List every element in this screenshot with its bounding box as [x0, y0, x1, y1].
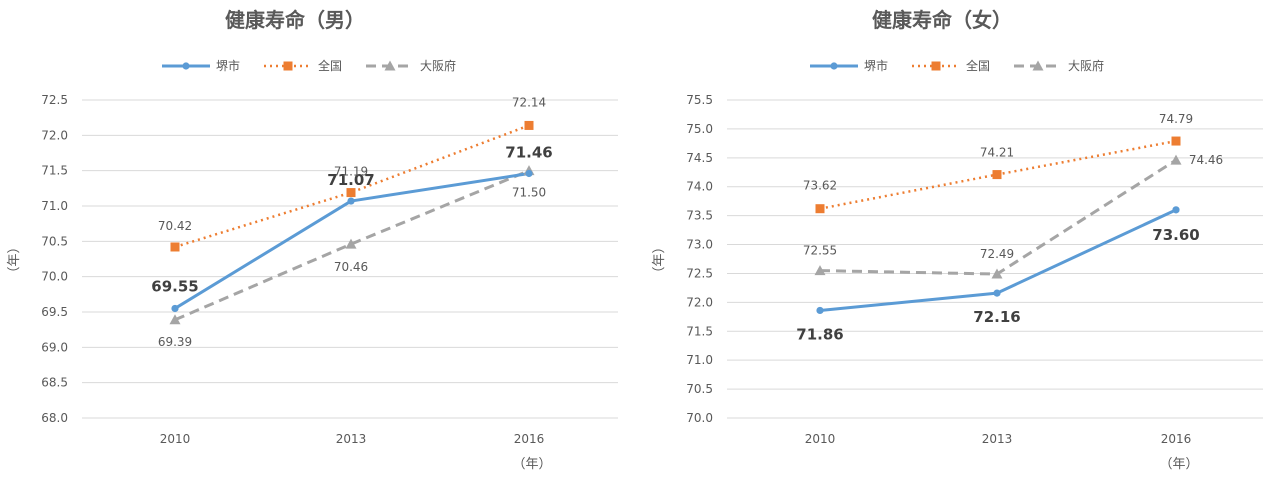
chart-2-point-sakai-2010	[816, 306, 824, 315]
chart-1-y-tick-label: 71.5	[41, 164, 68, 178]
chart-1-x-tick-label: 2016	[514, 432, 545, 446]
chart-2-legend-label-zenkoku: 全国	[966, 58, 990, 73]
chart-2-point-sakai-2013	[993, 289, 1001, 297]
chart-2-y-tick-label: 74.5	[686, 151, 713, 165]
chart-1-data-label-osaka-2016: 71.50	[512, 186, 546, 200]
chart-2-data-label-zenkoku-2016: 74.79	[1159, 112, 1193, 126]
chart-2-y-tick-label: 72.5	[686, 266, 713, 280]
chart-1-data-label-sakai-2016: 71.46	[505, 143, 552, 161]
chart-2-legend-marker-sakai	[830, 62, 838, 70]
chart-1-y-tick-label: 70.5	[41, 234, 68, 248]
chart-1-point-sakai-2013	[347, 197, 355, 205]
chart-1-legend-marker-sakai	[182, 62, 190, 70]
chart-1-point-sakai-2016	[525, 169, 533, 178]
chart-2-title: 健康寿命（女）	[872, 8, 1012, 32]
chart-2-legend-marker-zenkoku	[931, 61, 941, 71]
chart-1-data-label-sakai-2010: 69.55	[151, 277, 198, 295]
chart-1-point-osaka-2010	[169, 314, 181, 325]
chart-2-point-osaka-2013	[991, 268, 1003, 279]
chart-1-title: 健康寿命（男）	[225, 8, 365, 32]
chart-1-y-tick-label: 68.5	[41, 376, 68, 390]
chart-2-y-tick-label: 74.0	[686, 180, 713, 194]
chart-2-legend-label-sakai: 堺市	[864, 58, 888, 73]
chart-2-y-tick-label: 70.5	[686, 382, 713, 396]
chart-2-x-axis-label: （年）	[1159, 457, 1198, 472]
chart-1-series-line-zenkoku	[174, 124, 530, 249]
chart-2-y-tick-label: 71.0	[686, 353, 713, 367]
chart-2-data-label-zenkoku-2013: 74.21	[980, 146, 1014, 160]
chart-1-x-tick-label: 2010	[160, 432, 191, 446]
chart-2-y-tick-label: 73.0	[686, 238, 713, 252]
chart-1-data-label-osaka-2013: 70.46	[334, 260, 368, 274]
chart-1-data-label-zenkoku-2016: 72.14	[512, 95, 546, 109]
chart-1-point-zenkoku-2010	[170, 242, 180, 252]
chart-2-point-osaka-2016	[1170, 154, 1182, 165]
chart-2-point-osaka-2010	[814, 265, 826, 276]
chart-2-y-tick-label: 71.5	[686, 324, 713, 338]
chart-1-point-zenkoku-2013	[346, 188, 356, 198]
chart-1-x-tick-label: 2013	[336, 432, 367, 446]
chart-1-data-label-sakai-2013: 71.07	[327, 171, 374, 189]
chart-2-y-axis-label: （年）	[652, 240, 667, 279]
chart-2-point-zenkoku-2013	[992, 170, 1002, 180]
chart-2-y-tick-label: 70.0	[686, 411, 713, 425]
chart-1-data-label-zenkoku-2010: 70.42	[158, 219, 192, 233]
chart-2-data-label-sakai-2013: 72.16	[973, 308, 1020, 326]
chart-1-x-axis-label: （年）	[512, 457, 551, 472]
chart-1-legend-label-zenkoku: 全国	[318, 58, 342, 73]
chart-1-point-zenkoku-2016	[524, 120, 534, 130]
chart-2-data-label-sakai-2010: 71.86	[796, 325, 843, 343]
chart-2-data-label-zenkoku-2010: 73.62	[803, 179, 837, 193]
chart-2-y-tick-label: 75.5	[686, 93, 713, 107]
chart-2-point-zenkoku-2010	[815, 204, 825, 214]
chart-1-data-label-zenkoku-2013: 71.19	[334, 165, 368, 179]
chart-1-y-tick-label: 69.0	[41, 340, 68, 354]
chart-1-y-tick-label: 71.0	[41, 199, 68, 213]
chart-2-point-zenkoku-2016	[1171, 136, 1181, 146]
chart-2-x-tick-label: 2013	[982, 432, 1013, 446]
chart-1-y-tick-label: 72.0	[41, 128, 68, 142]
chart-2-y-tick-label: 73.5	[686, 209, 713, 223]
chart-1-y-tick-label: 70.0	[41, 270, 68, 284]
chart-1-legend-marker-osaka	[384, 60, 396, 71]
chart-2-legend-marker-osaka	[1032, 60, 1044, 71]
chart-2-data-label-osaka-2010: 72.55	[803, 244, 837, 258]
chart-1-legend-label-osaka: 大阪府	[420, 58, 456, 73]
chart-2-legend-label-osaka: 大阪府	[1068, 58, 1104, 73]
chart-2-data-label-osaka-2013: 72.49	[980, 247, 1014, 261]
chart-1-y-tick-label: 72.5	[41, 93, 68, 107]
chart-2-y-tick-label: 75.0	[686, 122, 713, 136]
chart-1-legend-label-sakai: 堺市	[216, 58, 240, 73]
chart-1-point-osaka-2013	[345, 238, 357, 249]
chart-1-y-axis-label: （年）	[7, 240, 22, 279]
chart-2-x-tick-label: 2016	[1161, 432, 1192, 446]
chart-1-legend-marker-zenkoku	[283, 61, 293, 71]
chart-1-y-tick-label: 68.0	[41, 411, 68, 425]
chart-2-data-label-sakai-2016: 73.60	[1152, 226, 1199, 244]
chart-2-data-label-osaka-2016: 74.46	[1189, 153, 1223, 167]
chart-2-point-sakai-2016	[1172, 206, 1180, 214]
chart-2-x-tick-label: 2010	[805, 432, 836, 446]
chart-2-y-tick-label: 72.0	[686, 295, 713, 309]
chart-1-point-sakai-2010	[171, 304, 179, 313]
chart-1-y-tick-label: 69.5	[41, 305, 68, 319]
chart-1-data-label-osaka-2010: 69.39	[158, 335, 192, 349]
